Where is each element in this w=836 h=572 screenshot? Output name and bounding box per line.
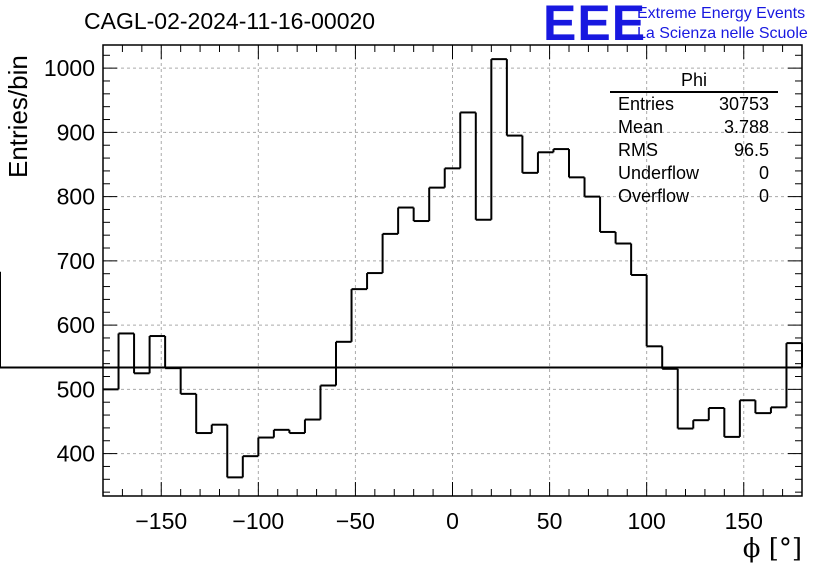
y-tick-label: 500 [57, 376, 95, 402]
logo-line-2: La Scienza nelle Scuole [637, 25, 808, 42]
stats-value: 0 [758, 186, 769, 206]
stats-title: Phi [610, 70, 778, 93]
x-tick-label: −50 [336, 508, 375, 534]
logo-line-1: Extreme Energy Events [637, 5, 806, 22]
stats-label: Overflow [618, 186, 690, 206]
y-tick-label: 400 [57, 441, 95, 467]
x-tick-label: 100 [627, 508, 665, 534]
stats-label: Underflow [618, 163, 700, 183]
stats-value: 0 [758, 163, 769, 183]
x-tick-label: 150 [725, 508, 763, 534]
stats-value: 3.788 [723, 117, 769, 137]
x-axis-title: ϕ [°] [742, 534, 802, 564]
y-tick-label: 700 [57, 248, 95, 274]
stats-row-mean: Mean 3.788 [610, 116, 778, 139]
chart-title: CAGL-02-2024-11-16-00020 [84, 8, 376, 34]
stats-row-underflow: Underflow 0 [610, 162, 778, 185]
stats-row-entries: Entries 30753 [610, 93, 778, 116]
y-tick-label: 800 [57, 184, 95, 210]
y-axis-title: Entries/bin [3, 55, 33, 178]
x-tick-label: 0 [446, 508, 459, 534]
x-tick-label: 50 [537, 508, 563, 534]
y-tick-label: 900 [57, 119, 95, 145]
stats-row-rms: RMS 96.5 [610, 139, 778, 162]
stats-value: 96.5 [733, 140, 769, 160]
stats-row-overflow: Overflow 0 [610, 185, 778, 208]
stats-label: RMS [618, 140, 658, 160]
y-tick-label: 600 [57, 312, 95, 338]
x-tick-label: −150 [135, 508, 187, 534]
stats-box: Phi Entries 30753 Mean 3.788 RMS 96.5 Un… [610, 70, 778, 208]
eee-logo: EEE [543, 0, 647, 51]
y-tick-label: 1000 [44, 55, 95, 81]
stats-label: Entries [618, 94, 675, 114]
stats-label: Mean [618, 117, 664, 137]
x-tick-label: −100 [232, 508, 284, 534]
stats-value: 30753 [718, 94, 769, 114]
